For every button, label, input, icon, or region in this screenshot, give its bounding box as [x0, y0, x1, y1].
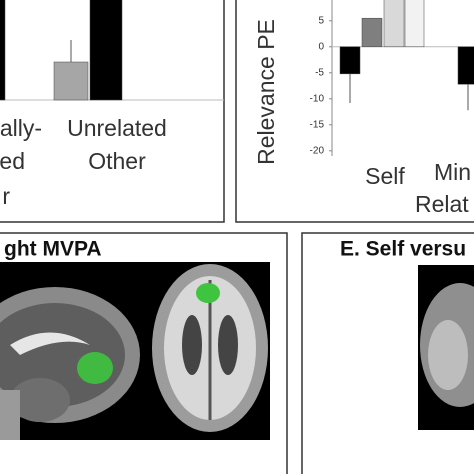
- x-tick-label: Unrelated: [67, 115, 167, 141]
- panel-title: E. Self versu: [340, 238, 466, 261]
- x-tick-label: ally-: [0, 115, 42, 141]
- chart-right: 5 0 -5 -10 -15 -20 Relevance PE Self Min Relat: [253, 0, 474, 217]
- x-tick-label: r: [2, 183, 10, 209]
- bar: [0, 0, 6, 101]
- bar: [404, 0, 425, 48]
- y-tick-label: -20: [310, 145, 325, 156]
- x-tick-label: Self: [365, 163, 405, 189]
- panel-frame: [0, 0, 225, 223]
- brain-image: [0, 262, 474, 440]
- y-tick-label: -15: [310, 119, 325, 130]
- panel-frame: [235, 0, 474, 223]
- y-axis-label: Relevance PE: [253, 19, 279, 165]
- chart-left: ally-ed r Unrelated Other: [0, 0, 224, 209]
- x-tick-label: ed: [0, 148, 25, 174]
- panel-title: ght MVPA: [4, 238, 102, 261]
- bar: [89, 0, 123, 101]
- panel-frame: [301, 232, 474, 474]
- bar: [53, 61, 89, 101]
- bar: [361, 17, 383, 48]
- panel-frame: [0, 232, 288, 474]
- bar: [383, 0, 405, 48]
- x-tick-label: Relat: [415, 191, 469, 217]
- x-tick-label: Other: [88, 148, 146, 174]
- y-tick-label: 5: [318, 15, 324, 26]
- y-tick-label: 0: [318, 41, 324, 52]
- bar: [457, 46, 474, 85]
- x-tick-label: Min: [434, 159, 471, 185]
- bar: [339, 46, 361, 75]
- y-tick-label: -10: [310, 93, 325, 104]
- y-tick-label: -5: [315, 67, 324, 78]
